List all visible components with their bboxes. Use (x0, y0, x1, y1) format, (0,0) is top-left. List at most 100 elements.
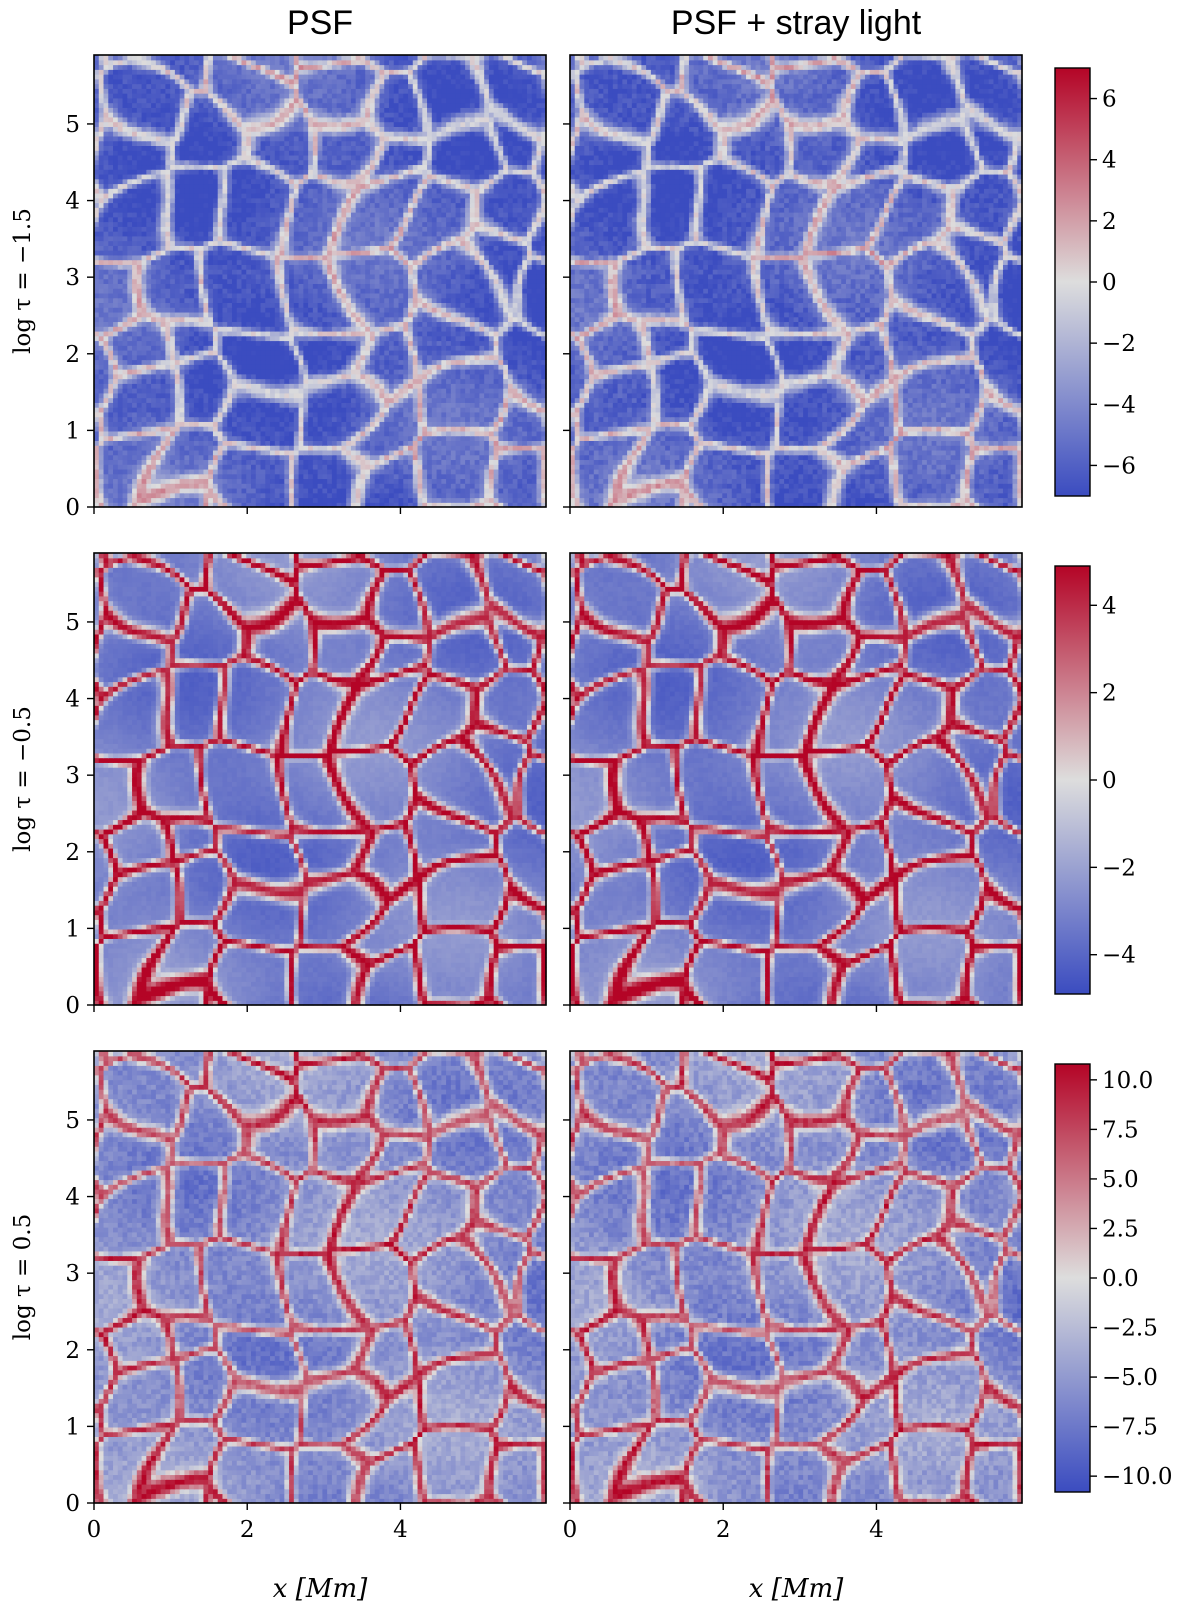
heatmap-cell (332, 426, 337, 431)
heatmap-cell (280, 478, 285, 483)
heatmap-cell (441, 450, 446, 455)
heatmap-cell (513, 436, 518, 441)
heatmap-cell (532, 445, 537, 450)
heatmap-cell (332, 421, 337, 426)
heatmap-cell (108, 436, 113, 441)
heatmap-cell (299, 474, 304, 479)
heatmap-cell (137, 417, 142, 422)
heatmap-cell (165, 488, 170, 493)
heatmap-cell (208, 469, 213, 474)
heatmap-cell (237, 488, 242, 493)
heatmap-cell (208, 455, 213, 460)
heatmap-cell (456, 445, 461, 450)
heatmap-cell (332, 478, 337, 483)
heatmap-cell (470, 483, 475, 488)
heatmap-cell (437, 445, 442, 450)
heatmap-cell (446, 440, 451, 445)
heatmap-cell (189, 426, 194, 431)
heatmap-cell (222, 445, 227, 450)
heatmap-cell (341, 436, 346, 441)
heatmap-cell (203, 478, 208, 483)
heatmap-cell (308, 445, 313, 450)
heatmap-cell (508, 469, 513, 474)
heatmap-cell (470, 421, 475, 426)
heatmap-cell (437, 426, 442, 431)
heatmap-cell (332, 483, 337, 488)
heatmap-cell (432, 436, 437, 441)
heatmap-cell (384, 478, 389, 483)
heatmap-cell (165, 478, 170, 483)
heatmap-cell (123, 474, 128, 479)
heatmap-cell (189, 483, 194, 488)
heatmap-cell (303, 455, 308, 460)
heatmap-cell (456, 440, 461, 445)
heatmap-cell (427, 464, 432, 469)
heatmap-cell (498, 497, 503, 502)
heatmap-cell (494, 488, 499, 493)
heatmap-cell (151, 459, 156, 464)
heatmap-cell (146, 459, 151, 464)
heatmap-cell (265, 440, 270, 445)
heatmap-cell (156, 455, 161, 460)
heatmap-cell (218, 440, 223, 445)
heatmap-cell (127, 450, 132, 455)
heatmap-cell (446, 474, 451, 479)
heatmap-cell (284, 474, 289, 479)
heatmap-cell (246, 421, 251, 426)
heatmap-cell (137, 493, 142, 498)
heatmap-cell (294, 445, 299, 450)
heatmap-cell (322, 464, 327, 469)
heatmap-cell (432, 421, 437, 426)
heatmap-cell (261, 493, 266, 498)
heatmap-cell (308, 488, 313, 493)
heatmap-cell (536, 459, 541, 464)
heatmap-cell (280, 431, 285, 436)
heatmap-cell (360, 459, 365, 464)
heatmap-cell (227, 474, 232, 479)
heatmap-cell (536, 493, 541, 498)
heatmap-cell (137, 469, 142, 474)
heatmap-cell (522, 455, 527, 460)
heatmap-cell (170, 459, 175, 464)
heatmap-cell (489, 483, 494, 488)
heatmap-cell (527, 436, 532, 441)
heatmap-cell (246, 474, 251, 479)
heatmap-cell (246, 431, 251, 436)
heatmap-cell (161, 469, 166, 474)
heatmap-cell (422, 436, 427, 441)
heatmap-cell (94, 497, 99, 502)
heatmap-cell (241, 459, 246, 464)
heatmap-cell (170, 450, 175, 455)
heatmap-cell (294, 483, 299, 488)
heatmap-cell (213, 478, 218, 483)
heatmap-cell (241, 445, 246, 450)
heatmap-cell (489, 426, 494, 431)
heatmap-cell (351, 497, 356, 502)
heatmap-cell (470, 469, 475, 474)
heatmap-cell (132, 459, 137, 464)
heatmap-cell (346, 483, 351, 488)
heatmap-cell (251, 474, 256, 479)
heatmap-cell (170, 421, 175, 426)
heatmap-cell (194, 450, 199, 455)
heatmap-cell (175, 459, 180, 464)
heatmap-cell (99, 464, 104, 469)
heatmap-cell (218, 455, 223, 460)
heatmap-cell (161, 436, 166, 441)
heatmap-cell (132, 488, 137, 493)
heatmap-cell (218, 445, 223, 450)
heatmap-cell (146, 426, 151, 431)
heatmap-cell (403, 455, 408, 460)
heatmap-cell (370, 431, 375, 436)
heatmap-cell (165, 455, 170, 460)
heatmap-cell (489, 474, 494, 479)
heatmap-cell (156, 469, 161, 474)
heatmap-cell (451, 436, 456, 441)
heatmap-cell (513, 459, 518, 464)
heatmap-cell (527, 474, 532, 479)
heatmap-cell (465, 445, 470, 450)
heatmap-cell (508, 483, 513, 488)
heatmap-cell (318, 493, 323, 498)
heatmap-cell (498, 488, 503, 493)
heatmap-cell (475, 440, 480, 445)
